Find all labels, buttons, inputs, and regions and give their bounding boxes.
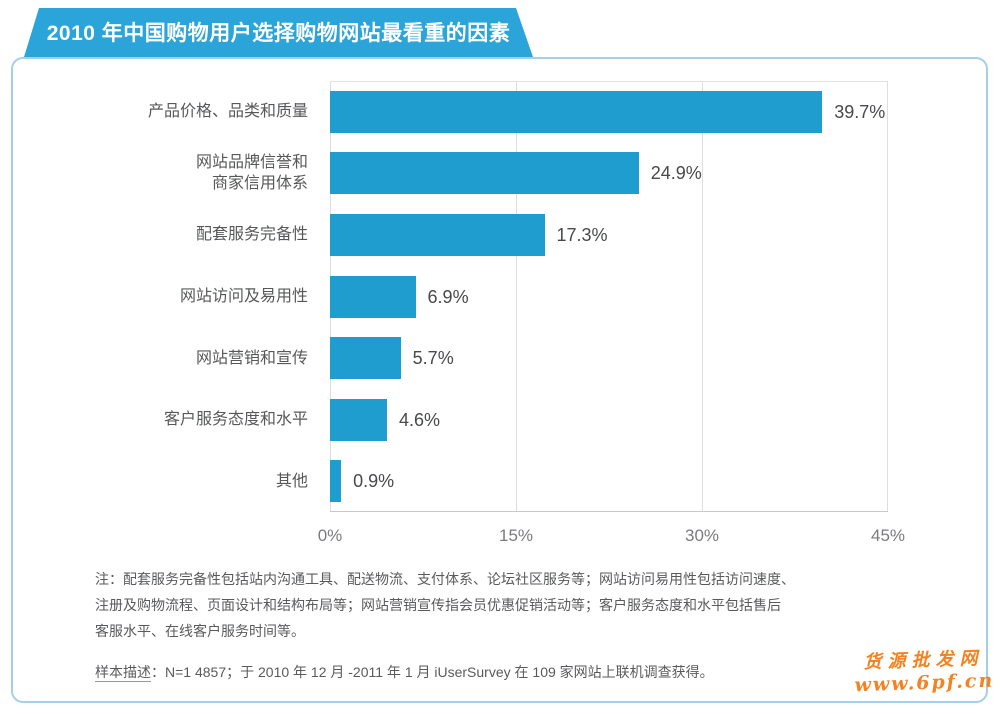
bar-track: 39.7% bbox=[330, 90, 888, 133]
title-banner: 2010 年中国购物用户选择购物网站最看重的因素 bbox=[24, 8, 533, 57]
bar-track: 4.6% bbox=[330, 398, 888, 441]
sample-description: 样本描述：N=1 4857；于 2010 年 12 月 -2011 年 1 月 … bbox=[95, 662, 855, 682]
chart-row: 网站营销和宣传 5.7% bbox=[30, 327, 888, 389]
category-label: 客户服务态度和水平 bbox=[163, 411, 308, 429]
value-label: 4.6% bbox=[399, 409, 441, 430]
x-tick-label: 45% bbox=[870, 526, 906, 545]
chart-row: 产品价格、品类和质量 39.7% bbox=[30, 81, 888, 143]
x-tick-label: 30% bbox=[684, 526, 720, 545]
value-label: 5.7% bbox=[412, 348, 454, 369]
bar-track: 0.9% bbox=[330, 460, 888, 503]
footnote-line: 注：配套服务完备性包括站内沟通工具、配送物流、支付体系、论坛社区服务等；网站访问… bbox=[95, 571, 795, 587]
bar bbox=[330, 275, 416, 318]
gridline bbox=[887, 82, 888, 511]
bar-track: 17.3% bbox=[330, 213, 888, 256]
bar-track: 6.9% bbox=[330, 275, 888, 318]
value-label: 6.9% bbox=[427, 286, 469, 307]
category-label: 网站营销和宣传 bbox=[195, 349, 308, 367]
x-tick-label: 15% bbox=[498, 526, 534, 545]
gridline bbox=[702, 82, 703, 511]
bar bbox=[330, 337, 401, 380]
value-label: 39.7% bbox=[834, 101, 886, 122]
value-label: 17.3% bbox=[556, 224, 608, 245]
bar bbox=[330, 152, 639, 195]
category-label: 网站访问及易用性 bbox=[179, 288, 308, 306]
sample-text: ：N=1 4857；于 2010 年 12 月 -2011 年 1 月 iUse… bbox=[151, 664, 714, 680]
value-label: 0.9% bbox=[353, 471, 395, 492]
plot-rows: 产品价格、品类和质量 39.7% 网站品牌信誉和 商家信用体系 24.9% 配套服务完备性… bbox=[30, 81, 888, 512]
bar bbox=[330, 213, 545, 256]
sample-label: 样本描述 bbox=[95, 664, 151, 682]
category-label: 产品价格、品类和质量 bbox=[147, 103, 308, 121]
bar bbox=[330, 90, 823, 133]
bar-chart: 产品价格、品类和质量 39.7% 网站品牌信誉和 商家信用体系 24.9% 配套服务完备性… bbox=[30, 81, 905, 545]
x-tick-label: 0% bbox=[317, 526, 343, 545]
chart-row: 其他 0.9% bbox=[30, 450, 888, 512]
category-label: 网站品牌信誉和 商家信用体系 bbox=[195, 154, 308, 193]
gridline bbox=[515, 82, 517, 511]
chart-row: 配套服务完备性 17.3% bbox=[30, 204, 888, 266]
footnote-line: 注册及购物流程、页面设计和结构布局等；网站营销宣传指会员优惠促销活动等；客户服务… bbox=[95, 597, 781, 613]
footnote: 注：配套服务完备性包括站内沟通工具、配送物流、支付体系、论坛社区服务等；网站访问… bbox=[95, 566, 910, 644]
bar-track: 24.9% bbox=[330, 152, 888, 195]
bar-track: 5.7% bbox=[330, 337, 888, 380]
x-axis: 0% 15% 30% 45% bbox=[318, 512, 905, 552]
watermark: 货源批发网 www.6pf.cn bbox=[853, 644, 994, 697]
footnote-line: 客服水平、在线客户服务时间等。 bbox=[95, 623, 305, 639]
value-label: 24.9% bbox=[650, 163, 702, 184]
bar bbox=[330, 460, 342, 503]
chart-row: 网站访问及易用性 6.9% bbox=[30, 266, 888, 328]
bar bbox=[330, 398, 388, 441]
category-label: 配套服务完备性 bbox=[195, 226, 308, 244]
chart-title: 2010 年中国购物用户选择购物网站最看重的因素 bbox=[46, 21, 511, 45]
chart-row: 网站品牌信誉和 商家信用体系 24.9% bbox=[30, 143, 888, 205]
chart-row: 客户服务态度和水平 4.6% bbox=[30, 389, 888, 451]
category-label: 其他 bbox=[275, 472, 308, 490]
